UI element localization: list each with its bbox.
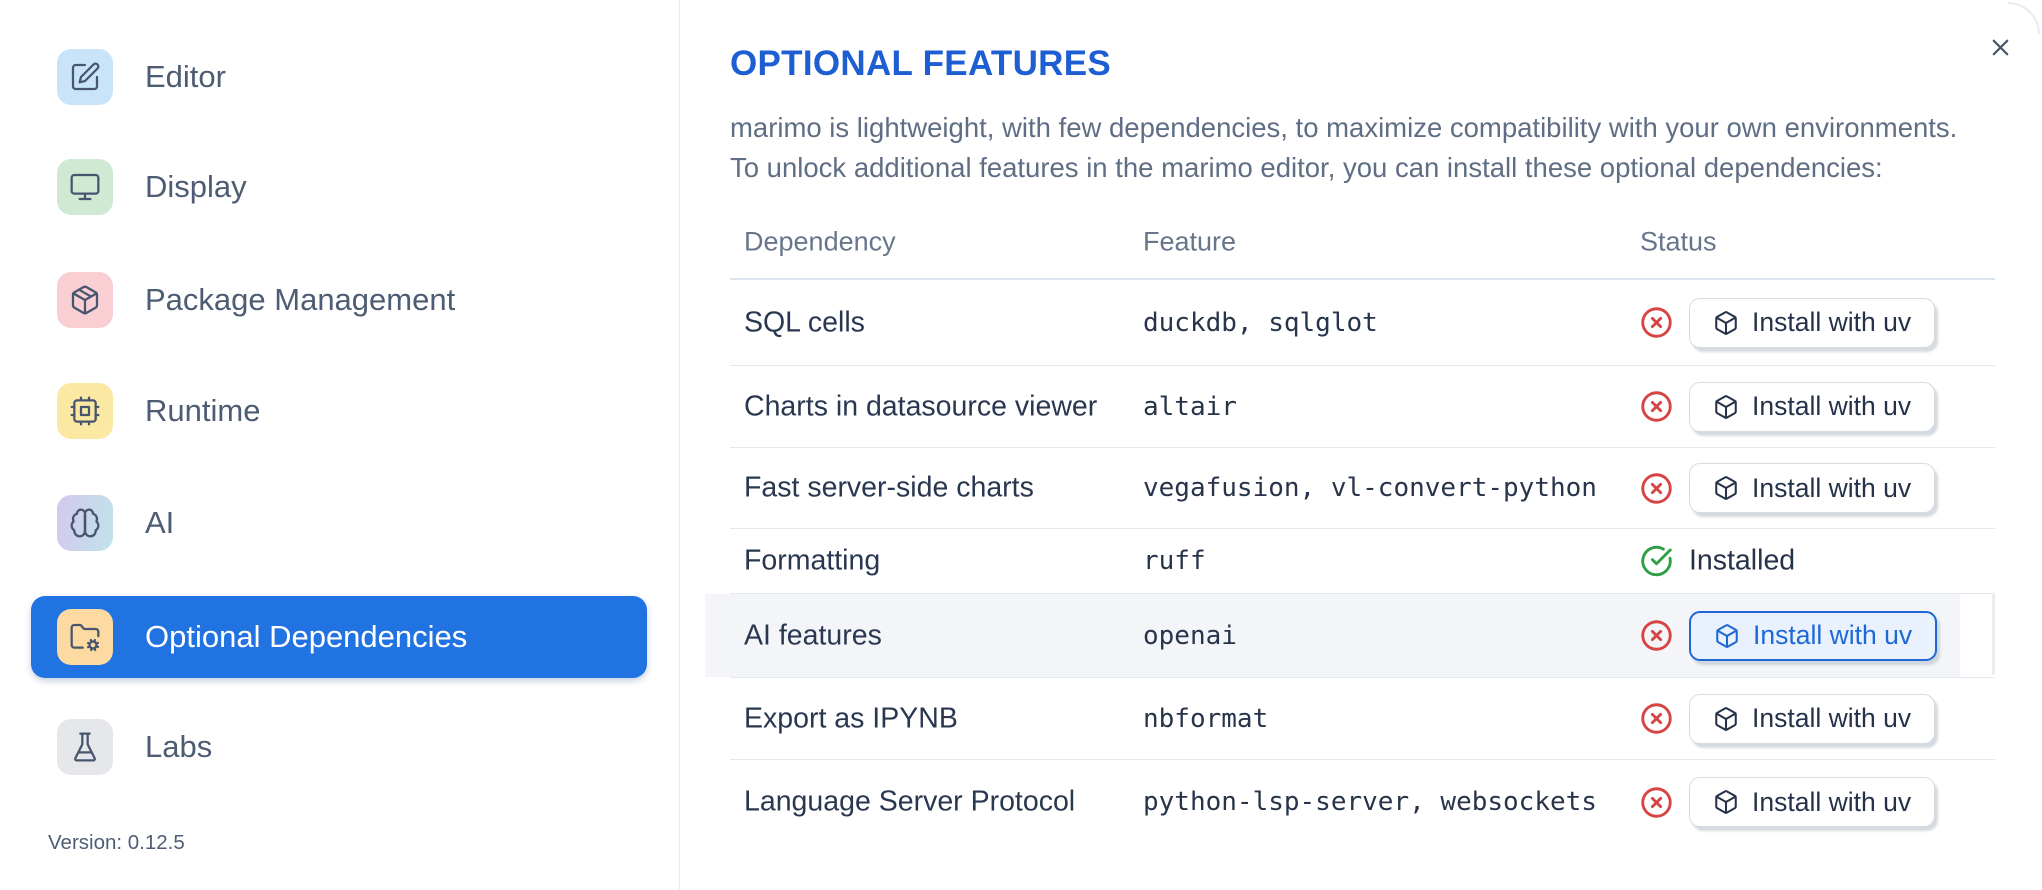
sidebar-item-label: Editor	[145, 59, 226, 94]
sidebar-item-label: Labs	[145, 729, 213, 764]
feature-cell: vegafusion, vl-convert-python	[1143, 473, 1597, 503]
description-line: To unlock additional features in the mar…	[730, 151, 1883, 183]
sidebar-item-icon-tile	[57, 719, 113, 775]
status-cell: Install with uv	[1640, 463, 1936, 513]
dependency-cell: SQL cells	[744, 306, 865, 338]
close-button[interactable]	[1982, 28, 2020, 66]
sidebar-item-label: Runtime	[145, 393, 261, 428]
close-icon	[1992, 39, 2009, 55]
table-row: Language Server Protocol python-lsp-serve…	[730, 759, 1995, 844]
box-icon	[1716, 623, 1738, 648]
dependency-cell: Export as IPYNB	[744, 702, 958, 734]
sidebar-item-label: Display	[145, 169, 247, 204]
table-row: Fast server-side charts vegafusion, vl-co…	[730, 447, 1995, 528]
cpu-icon	[70, 396, 100, 426]
dependency-cell: AI features	[744, 619, 882, 651]
column-header-status: Status	[1640, 226, 1717, 257]
table-row: Export as IPYNB nbformat Install with uv	[730, 677, 1995, 759]
sidebar-item-icon-tile	[57, 609, 113, 665]
status-cell: Install with uv	[1640, 610, 1938, 661]
sidebar-item-package-management[interactable]: Package Management	[31, 259, 647, 341]
feature-cell: altair	[1143, 391, 1237, 422]
table-header-row: Dependency Feature Status	[730, 206, 1995, 280]
status-installed-icon	[1641, 545, 1672, 577]
install-button-label: Install with uv	[1752, 391, 1912, 421]
status-missing-icon	[1641, 703, 1672, 734]
panel-description: marimo is lightweight, with few dependen…	[730, 108, 1980, 187]
sidebar-item-display[interactable]: Display	[31, 146, 647, 228]
version-label: Version: 0.12.5	[48, 831, 185, 854]
sidebar-item-editor[interactable]: Editor	[31, 36, 647, 118]
status-missing-icon	[1641, 786, 1672, 818]
brain-icon	[70, 508, 100, 538]
scrollbar-thumb[interactable]	[1991, 594, 1995, 675]
sidebar-item-label: Package Management	[145, 282, 456, 317]
dependency-cell: Formatting	[744, 544, 881, 577]
status-cell: Installed	[1640, 545, 1795, 578]
install-button-label: Install with uv	[1752, 703, 1912, 733]
box-icon	[1715, 476, 1737, 500]
sidebar-item-runtime[interactable]: Runtime	[31, 370, 647, 452]
install-with-uv-button[interactable]: Install with uv	[1689, 777, 1936, 827]
install-button-label: Install with uv	[1752, 307, 1912, 337]
feature-cell: duckdb, sqlglot	[1143, 307, 1378, 338]
sidebar-item-label: AI	[145, 505, 175, 540]
package-icon	[71, 285, 99, 315]
table-row: Charts in datasource viewer altair Install…	[730, 365, 1995, 447]
status-missing-icon	[1641, 472, 1672, 504]
feature-cell: nbformat	[1143, 703, 1269, 734]
description-line: marimo is lightweight, with few dependen…	[730, 112, 1958, 143]
sidebar-item-ai[interactable]: AI	[31, 482, 647, 564]
install-button-label: Install with uv	[1752, 786, 1912, 817]
box-icon	[1715, 394, 1737, 419]
sidebar-item-icon-tile	[57, 49, 113, 105]
page-title: OPTIONAL FEATURES	[730, 44, 1112, 83]
install-with-uv-button[interactable]: Install with uv	[1689, 381, 1936, 432]
box-icon	[1715, 310, 1737, 335]
column-header-feature: Feature	[1143, 226, 1237, 257]
column-header-dependency: Dependency	[744, 226, 896, 257]
table-row: AI features openai Install with uv	[705, 593, 1995, 677]
status-cell: Install with uv	[1640, 381, 1936, 432]
sidebar-item-optional-dependencies[interactable]: Optional Dependencies	[31, 596, 647, 678]
settings-sidebar: Editor Display Package Management Runtime AI…	[0, 0, 680, 890]
sidebar-item-icon-tile	[57, 159, 113, 215]
sidebar-item-icon-tile	[57, 495, 113, 551]
square-pen-icon	[71, 62, 100, 91]
folder-cog-icon	[70, 623, 100, 652]
box-icon	[1715, 706, 1737, 731]
install-with-uv-button[interactable]: Install with uv	[1689, 693, 1936, 744]
feature-cell: ruff	[1143, 546, 1206, 576]
install-button-label: Install with uv	[1752, 472, 1912, 503]
status-cell: Install with uv	[1640, 297, 1936, 348]
status-cell: Install with uv	[1640, 777, 1936, 827]
install-with-uv-button[interactable]: Install with uv	[1689, 610, 1938, 661]
install-button-label: Install with uv	[1753, 620, 1913, 650]
feature-cell: python-lsp-server, websockets	[1143, 787, 1597, 817]
table-row: SQL cells duckdb, sqlglot Install with uv	[730, 280, 1995, 365]
status-cell: Install with uv	[1640, 693, 1936, 744]
status-missing-icon	[1641, 391, 1672, 422]
monitor-icon	[70, 173, 100, 201]
sidebar-item-labs[interactable]: Labs	[31, 706, 647, 788]
install-with-uv-button[interactable]: Install with uv	[1689, 463, 1936, 513]
flask-icon	[74, 732, 96, 762]
feature-cell: openai	[1143, 620, 1237, 651]
optional-features-panel: OPTIONAL FEATURES marimo is lightweight,…	[682, 0, 2042, 890]
install-with-uv-button[interactable]: Install with uv	[1689, 297, 1936, 348]
sidebar-item-label: Optional Dependencies	[145, 619, 468, 654]
table-row: Formatting ruff Installed	[730, 528, 1995, 593]
box-icon	[1715, 790, 1737, 814]
dependency-cell: Fast server-side charts	[744, 471, 1034, 504]
status-missing-icon	[1641, 307, 1672, 338]
sidebar-item-icon-tile	[57, 383, 113, 439]
installed-label: Installed	[1689, 544, 1796, 577]
sidebar-item-icon-tile	[57, 272, 113, 328]
dependency-cell: Language Server Protocol	[744, 785, 1076, 818]
dependencies-table: Dependency Feature Status SQL cells duckd…	[705, 206, 1995, 844]
dependency-cell: Charts in datasource viewer	[744, 390, 1098, 422]
status-missing-icon	[1641, 620, 1672, 651]
